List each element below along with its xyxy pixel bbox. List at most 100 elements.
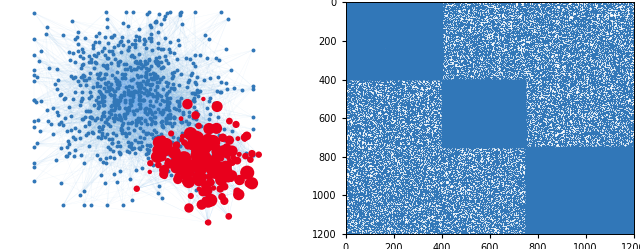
Point [576,181,586,185]
Point [547,217,557,221]
Point [364,37,374,41]
Point [384,33,394,37]
Point [90,60,100,64]
Point [593,65,604,69]
Point [552,206,563,210]
Point [392,51,402,55]
Point [394,22,404,26]
Point [541,159,551,163]
Point [485,59,495,63]
Point [594,196,604,200]
Point [613,222,623,226]
Point [529,204,539,208]
Point [349,65,359,69]
Point [564,174,575,178]
Point [345,35,355,39]
Point [594,181,604,185]
Point [361,32,371,36]
Point [539,230,549,234]
Point [369,202,379,206]
Point [515,116,525,120]
Point [447,115,457,119]
Point [538,227,548,231]
Point [374,67,385,71]
Point [492,97,502,101]
Point [402,45,412,49]
Point [369,35,379,39]
Point [352,41,362,45]
Point [454,126,464,130]
Point [342,47,353,51]
Point [493,111,503,115]
Point [593,232,604,236]
Point [476,9,486,13]
Point [360,44,370,48]
Point [623,73,633,77]
Point [415,25,425,29]
Point [556,57,566,61]
Point [445,131,455,135]
Point [537,218,547,222]
Point [390,34,400,38]
Point [566,147,577,151]
Point [536,147,546,151]
Point [367,166,377,170]
Point [436,202,447,206]
Point [602,181,612,185]
Point [541,189,551,193]
Point [433,50,443,54]
Point [388,218,398,222]
Point [612,154,623,158]
Point [380,16,390,20]
Point [392,221,402,225]
Point [473,133,483,137]
Point [461,229,472,233]
Point [363,48,373,52]
Point [470,130,481,134]
Point [547,217,557,221]
Point [616,121,627,125]
Point [562,181,572,185]
Point [614,54,625,58]
Point [401,12,411,16]
Point [408,58,418,62]
Point [414,65,424,69]
Point [473,137,483,141]
Point [596,194,607,198]
Point [445,108,455,112]
Point [403,11,413,15]
Point [620,148,630,152]
Point [543,176,553,180]
Point [400,31,410,35]
Point [593,104,603,108]
Point [476,79,486,83]
Point [609,197,619,201]
Point [526,207,536,211]
Point [408,46,419,50]
Point [578,213,588,217]
Point [447,121,458,124]
Point [394,71,404,75]
Point [548,145,558,149]
Point [369,69,380,73]
Point [623,124,633,128]
Point [419,60,429,64]
Point [616,225,626,229]
Point [559,217,570,221]
Point [527,207,537,211]
Point [394,1,404,5]
Point [486,130,496,134]
Point [359,33,369,37]
Point [394,228,404,232]
Point [458,113,468,117]
Point [604,163,614,167]
Point [594,128,604,132]
Point [625,219,635,223]
Point [599,83,609,87]
Point [552,147,562,151]
Point [420,51,431,55]
Point [353,57,364,61]
Point [395,66,405,70]
Point [560,173,570,177]
Point [443,122,453,126]
